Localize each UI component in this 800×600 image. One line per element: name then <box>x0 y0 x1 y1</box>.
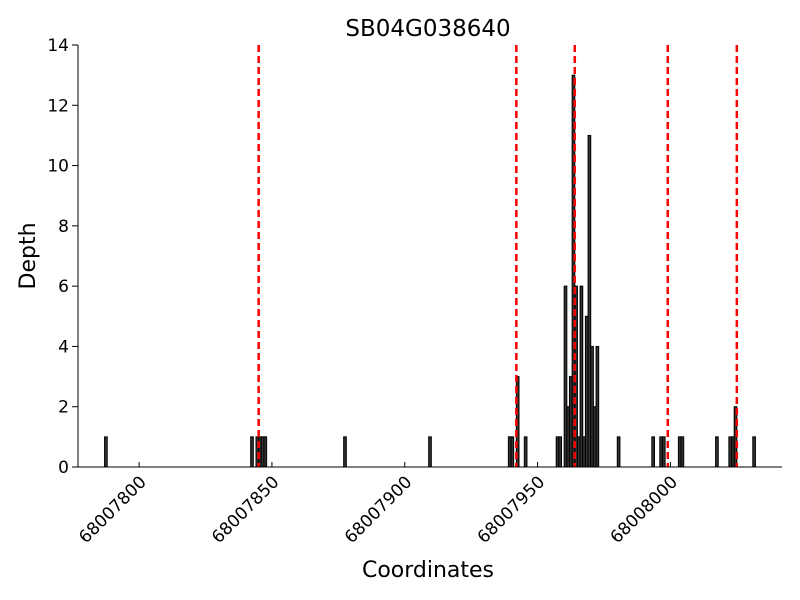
chart-title: SB04G038640 <box>345 16 510 42</box>
bar <box>661 436 666 468</box>
x-axis-label: Coordinates <box>362 558 494 583</box>
y-tick-label: 6 <box>58 277 69 297</box>
bar <box>428 436 432 468</box>
bar <box>715 436 719 468</box>
y-tick-label: 4 <box>58 337 69 357</box>
x-tick-label: 68007800 <box>75 472 150 547</box>
y-tick-label: 8 <box>58 217 69 237</box>
bar <box>523 436 528 468</box>
y-tick-label: 14 <box>47 36 69 56</box>
x-tick-label: 68007950 <box>474 472 549 547</box>
y-tick-label: 10 <box>47 157 69 177</box>
bar <box>558 436 563 468</box>
y-tick-label: 2 <box>58 398 69 418</box>
bar <box>616 436 621 468</box>
bar <box>510 436 515 468</box>
x-tick-label: 68007900 <box>341 472 416 547</box>
x-tick-label: 68007850 <box>208 472 283 547</box>
y-tick-label: 0 <box>58 458 69 478</box>
bar <box>104 436 108 468</box>
y-tick-label: 12 <box>47 96 69 116</box>
bar <box>651 436 655 468</box>
bar <box>343 436 347 468</box>
x-tick-label: 68008000 <box>607 472 682 547</box>
bar <box>680 436 685 468</box>
bar <box>752 436 756 468</box>
bar <box>595 345 600 468</box>
bar <box>263 436 268 468</box>
y-axis-label: Depth <box>16 222 41 289</box>
bar <box>250 436 254 468</box>
